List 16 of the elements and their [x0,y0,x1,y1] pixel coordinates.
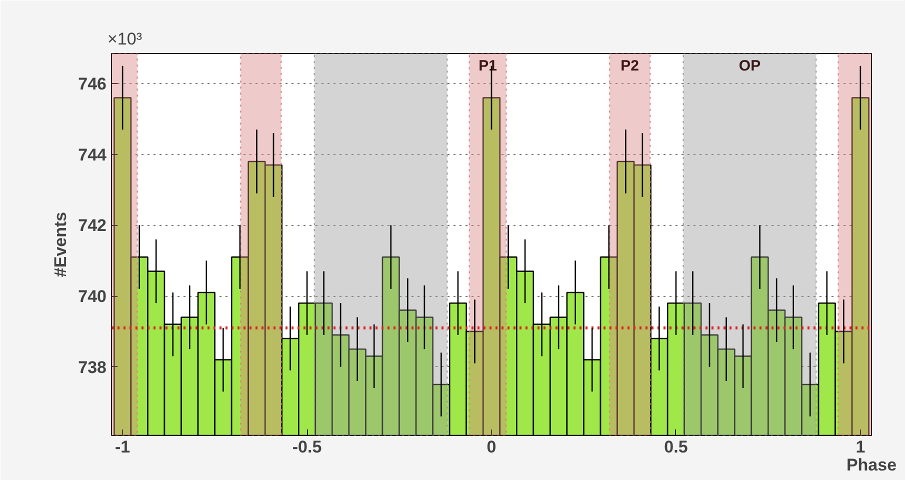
band-label: P1 [478,58,497,74]
band-label: P2 [620,58,640,74]
x-tick-label: 0 [486,438,496,456]
y-tick-label: 746 [78,74,107,94]
band-label: OP [738,58,761,74]
x-axis-title: Phase [846,456,897,474]
x-tick-label: 0.5 [664,438,688,456]
y-axis-title: #Events [51,212,70,278]
y-tick-label: 742 [78,216,107,236]
y-tick-label: 740 [78,287,107,306]
x-tick-label: -1 [115,438,130,456]
y-tick-label: 738 [78,358,107,377]
y-tick-label: 744 [78,145,108,164]
text: ×10³ [108,30,142,48]
x-tick-label: -0.5 [292,438,322,456]
x-tick-label: 1 [856,438,866,456]
